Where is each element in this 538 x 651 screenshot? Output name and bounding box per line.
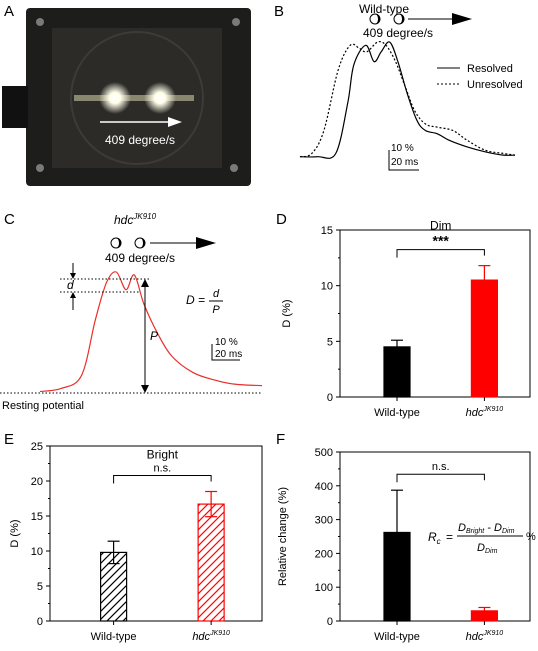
y-tick-label: 15: [31, 511, 43, 523]
arrow-down-icon: [141, 385, 149, 393]
legend-unresolved-label: Unresolved: [467, 79, 523, 91]
trace-hdc: [39, 271, 263, 393]
y-tick-label: 100: [315, 582, 333, 594]
bar-hdc: [470, 279, 498, 398]
panel-letter-a: A: [4, 3, 14, 20]
baseline-label: Resting potential: [2, 400, 84, 412]
x-tick-label: hdcJK910: [466, 406, 504, 419]
y-tick-label: 500: [315, 447, 333, 459]
trace-resolved: [299, 41, 516, 159]
panel-b-speed: 409 degree/s: [363, 26, 433, 40]
x-tick-label: Wild-type: [91, 631, 137, 643]
y-tick-label: 300: [315, 515, 333, 527]
panel-b: B Wild-type 409 degree/s Resolved Unreso…: [274, 2, 523, 171]
y-tick-label: 400: [315, 481, 333, 493]
panel-letter-f: F: [276, 431, 285, 448]
moving-dots-icon: [110, 237, 146, 249]
x-tick-label: Wild-type: [374, 631, 420, 643]
rc-formula: Rc = DBright - DDim DDim %: [428, 522, 536, 555]
chart-title: Bright: [147, 448, 179, 462]
bar-hdc: [197, 503, 225, 622]
y-tick-label: 5: [327, 336, 333, 348]
significance-label: n.s.: [153, 463, 171, 475]
lens-ring: [70, 31, 204, 165]
y-tick-label: 0: [37, 616, 43, 628]
arrow-up-icon: [70, 292, 76, 298]
y-tick-label: 10: [321, 281, 333, 293]
y-axis-label: D (%): [9, 519, 21, 547]
trace-unresolved: [299, 40, 516, 158]
formula-denominator: P: [212, 304, 220, 316]
panel-letter-e: E: [4, 431, 14, 448]
significance-bracket: [113, 475, 212, 484]
led-strip: [74, 95, 194, 101]
x-tick-label: hdcJK910: [466, 630, 504, 643]
arrow-head-icon: [196, 237, 216, 249]
y-tick-label: 200: [315, 548, 333, 560]
y-tick-label: 0: [327, 616, 333, 628]
y-tick-label: 15: [321, 225, 333, 237]
light-spot-2: [144, 82, 176, 114]
x-tick-label: Wild-type: [374, 407, 420, 419]
panel-letter-d: D: [276, 211, 287, 228]
scale-bar: [388, 150, 419, 171]
screw-icon: [36, 18, 44, 26]
chart-panel-e: E 0 5 10 15 20 25 D (%) Wild-type hdcJK910 n.s.Bri…: [4, 431, 263, 643]
panel-c-speed: 409 degree/s: [105, 251, 175, 265]
plot-frame: [339, 229, 531, 398]
chart-panel-d: D 0 5 10 15 D (%) Wild-type hdcJK910 ***Dim: [276, 211, 531, 419]
bar-wild-type: [383, 531, 411, 622]
arrow-up-icon: [141, 279, 149, 287]
y-tick-label: 25: [31, 441, 43, 453]
scale-ms: 20 ms: [391, 157, 418, 168]
genotype-label: hdcJK910: [114, 212, 157, 227]
chart-title: Dim: [430, 219, 451, 233]
d-label: d: [67, 278, 74, 292]
light-spot-1: [99, 82, 131, 114]
y-tick-label: 20: [31, 476, 43, 488]
motion-arrow-head-icon: [168, 117, 182, 127]
formula-numerator: d: [213, 288, 220, 300]
moving-dots-icon: [369, 13, 405, 25]
panel-c: C hdcJK910 409 degree/s d P D = d P 10 %: [0, 211, 263, 412]
significance-bracket: [396, 249, 485, 258]
formula-denominator: DDim: [477, 542, 498, 555]
arrow-head-icon: [452, 13, 472, 25]
y-axis-label: D (%): [281, 299, 293, 327]
legend-resolved-label: Resolved: [467, 63, 513, 75]
device-connector: [2, 86, 28, 128]
significance-label: ***: [433, 233, 450, 249]
arrow-down-icon: [70, 273, 76, 279]
panel-letter-b: B: [274, 3, 284, 20]
bar-hdc: [470, 610, 498, 622]
y-tick-label: 10: [31, 546, 43, 558]
screw-icon: [230, 164, 238, 172]
panel-letter-c: C: [4, 211, 15, 228]
panel-b-header: Wild-type: [359, 2, 409, 16]
screw-icon: [232, 18, 240, 26]
formula-unit: %: [526, 531, 536, 543]
scale-bar: [211, 344, 240, 361]
formula-lhs: D =: [186, 293, 205, 307]
scale-pct: 10 %: [215, 337, 238, 348]
formula-equals: =: [446, 530, 453, 544]
y-tick-label: 0: [327, 392, 333, 404]
screw-icon: [36, 164, 44, 172]
significance-bracket: [396, 473, 485, 483]
y-axis-label: Relative change (%): [277, 487, 289, 586]
p-label: P: [150, 329, 158, 343]
scale-pct: 10 %: [391, 143, 414, 154]
scale-ms: 20 ms: [215, 349, 242, 360]
formula-numerator: DBright - DDim: [458, 522, 515, 535]
x-tick-label: hdcJK910: [192, 630, 230, 643]
photo-speed-label: 409 degree/s: [105, 133, 175, 147]
chart-panel-f: F 0 100 200 300 400 500 Relative change (%) Wild…: [276, 431, 531, 643]
bar-wild-type: [383, 346, 411, 398]
formula-lhs: Rc: [428, 530, 441, 546]
panel-a: A 409 degree/s: [2, 3, 251, 186]
y-tick-label: 5: [37, 581, 43, 593]
bar-chart-panels: D 0 5 10 15 D (%) Wild-type hdcJK910 ***Dim E 0 5 10…: [4, 211, 531, 643]
significance-label: n.s.: [432, 461, 450, 473]
